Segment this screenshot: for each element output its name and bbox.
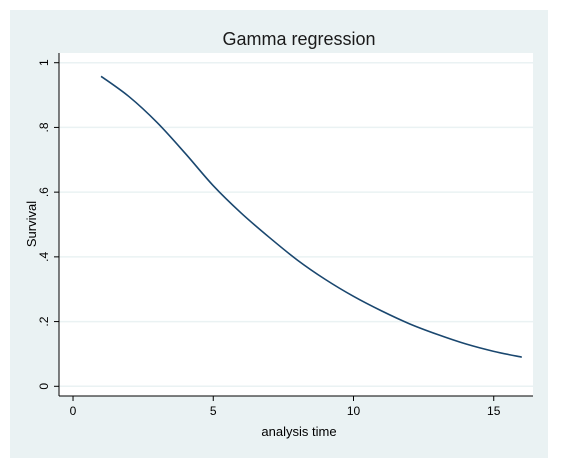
y-tick-label: 1 — [37, 59, 51, 66]
grid — [59, 61, 533, 388]
y-tick-label: .4 — [37, 252, 51, 262]
x-ticks: 0 5 10 15 — [70, 396, 501, 418]
y-tick-label: .6 — [37, 187, 51, 197]
y-ticks: 0 .2 .4 .6 .8 1 — [37, 59, 59, 390]
y-tick-label: .2 — [37, 316, 51, 326]
chart-title: Gamma regression — [222, 29, 375, 49]
x-axis-label: analysis time — [261, 424, 336, 439]
plot-area — [59, 53, 533, 396]
y-axis-label: Survival — [24, 201, 39, 247]
x-tick-label: 5 — [210, 404, 217, 418]
y-tick-label: .8 — [37, 122, 51, 132]
x-tick-label: 0 — [70, 404, 77, 418]
x-tick-label: 10 — [347, 404, 361, 418]
y-tick-label: 0 — [37, 383, 51, 390]
x-tick-label: 15 — [487, 404, 501, 418]
series-line — [100, 75, 522, 358]
